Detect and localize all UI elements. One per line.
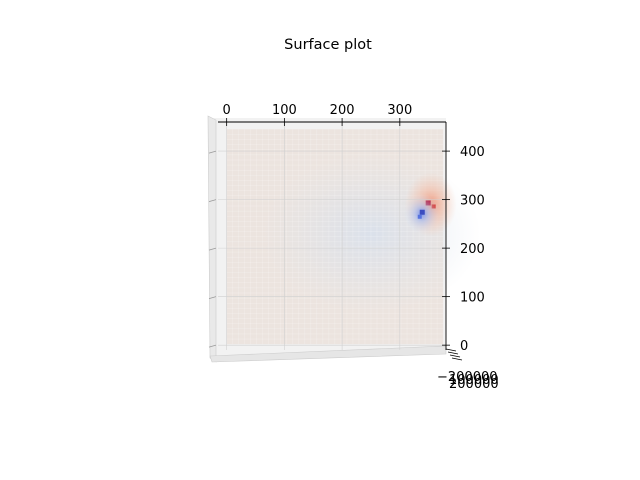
surface-mesh — [226, 129, 481, 345]
x-axis-ticks: 0 100 200 300 — [223, 103, 412, 126]
x-tick-label: 0 — [223, 103, 231, 118]
z-tick-mark — [451, 357, 463, 361]
x-tick-label: 100 — [272, 103, 297, 118]
surface-trough — [417, 214, 422, 219]
z-tick-mark — [449, 354, 461, 358]
z-tick-label: 200000 — [449, 377, 499, 392]
y-tick-label: 400 — [460, 145, 485, 160]
x-tick-label: 200 — [330, 103, 355, 118]
depth-tick — [208, 344, 217, 348]
x-tick-label: 300 — [387, 103, 412, 118]
depth-tick — [208, 199, 217, 202]
y-tick-label: 200 — [460, 242, 485, 257]
z-tick-mark — [445, 348, 457, 352]
y-tick-label: 300 — [460, 194, 485, 209]
depth-tick — [208, 150, 217, 154]
pane-gridlines — [208, 122, 446, 350]
chart-title: Surface plot — [284, 37, 372, 53]
bottom-depth-pane — [209, 345, 447, 363]
z-tick-label: 100000 — [449, 373, 499, 388]
z-tick-mark — [447, 351, 459, 355]
y-tick-label: 100 — [460, 291, 485, 306]
depth-tick — [208, 247, 217, 251]
depth-tick — [208, 296, 217, 299]
surface-trough — [419, 209, 425, 215]
y-tick-label: 0 — [460, 339, 468, 354]
z-tick-label: −200000 — [437, 370, 498, 385]
y-axis-ticks: 0 100 200 300 400 — [442, 145, 485, 354]
